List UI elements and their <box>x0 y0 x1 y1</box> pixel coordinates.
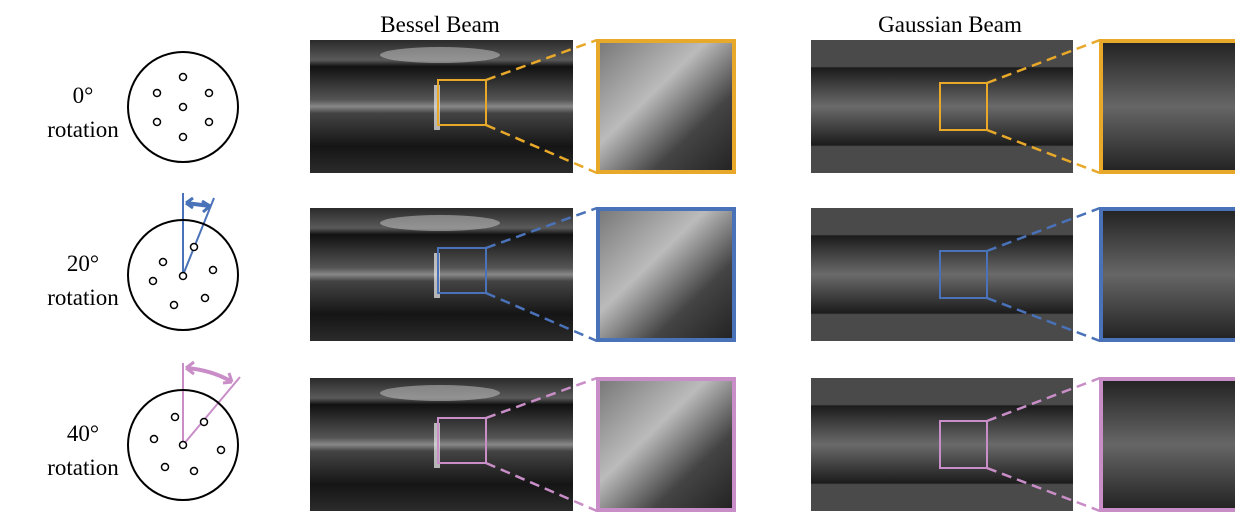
gaussian-image <box>811 40 1073 173</box>
aperture-hole <box>150 278 157 285</box>
gaussian-image <box>811 378 1073 511</box>
rotation-indicator <box>183 362 240 445</box>
column-title: Bessel Beam <box>380 12 500 37</box>
row: 0° rotation <box>47 40 1235 173</box>
aperture-hole <box>180 74 187 81</box>
bessel-zoom <box>598 41 734 172</box>
aperture-hole <box>210 267 217 274</box>
aperture-hole <box>154 90 161 97</box>
aperture-hole <box>191 244 198 251</box>
aperture-hole <box>180 442 187 449</box>
rotation-angle: 40° <box>67 421 99 446</box>
rotation-label: rotation <box>47 455 119 480</box>
rotation-label: rotation <box>47 117 119 142</box>
gaussian-image <box>811 208 1073 341</box>
aperture-hole <box>162 464 169 471</box>
row: 40° rotation <box>47 378 1235 511</box>
bessel-zoom <box>598 379 734 510</box>
figure: Bessel Beam Gaussian Beam 0° rotation 20° r… <box>0 0 1235 512</box>
row: 20° rotation <box>47 208 1235 341</box>
aperture-hole <box>218 447 225 454</box>
gaussian-zoom <box>1101 379 1235 510</box>
column-title: Gaussian Beam <box>878 12 1022 37</box>
bessel-glow <box>380 385 500 401</box>
rotation-angle: 0° <box>73 83 94 108</box>
aperture-hole <box>151 436 158 443</box>
gaussian-zoom <box>1101 41 1235 172</box>
gaussian-zoom <box>1101 209 1235 340</box>
aperture-hole <box>180 134 187 141</box>
rotation-label: rotation <box>47 285 119 310</box>
aperture-hole <box>171 302 178 309</box>
rotation-indicator <box>183 193 214 275</box>
aperture-hole <box>191 468 198 475</box>
aperture-hole <box>206 90 213 97</box>
rotation-angle: 20° <box>67 251 99 276</box>
aperture-hole <box>201 419 208 426</box>
bessel-glow <box>380 215 500 231</box>
aperture-hole <box>202 295 209 302</box>
aperture-hole <box>206 119 213 126</box>
aperture-hole <box>180 104 187 111</box>
bessel-glow <box>380 47 500 63</box>
aperture-hole <box>160 259 167 266</box>
aperture-hole <box>172 414 179 421</box>
aperture-hole <box>180 273 187 280</box>
aperture-hole <box>154 119 161 126</box>
bessel-zoom <box>598 209 734 340</box>
